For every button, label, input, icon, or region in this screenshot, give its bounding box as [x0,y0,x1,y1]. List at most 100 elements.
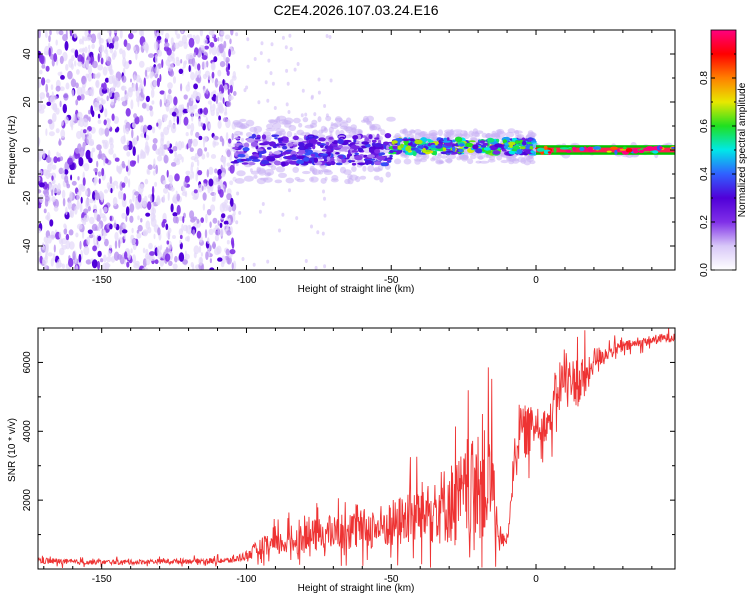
heat-cell [232,146,239,150]
heat-cell [123,233,126,240]
heat-cell [64,116,69,125]
heat-cell [232,71,236,79]
heat-cell [235,122,243,128]
heat-cell [53,206,59,212]
heat-cell [112,153,117,159]
heat-cell [392,145,398,150]
heat-cell [159,99,162,108]
heat-cell [97,250,102,258]
heat-cell [279,143,287,146]
heat-cell [68,241,75,250]
heat-cell [185,224,188,234]
heat-cell [214,234,219,242]
heat-cell [170,181,173,187]
heat-cell [403,158,412,165]
heat-cell [196,218,200,224]
heat-cell [185,132,189,137]
heat-cell [186,33,193,38]
heat-cell [273,150,282,155]
heat-cell [171,111,177,117]
heat-cell [274,143,280,147]
heat-cell [188,37,195,48]
heat-cell [93,209,98,220]
heat-cell [233,91,237,96]
heat-cell [277,137,284,142]
heat-cell [102,262,108,270]
heat-cell [347,173,353,180]
heat-cell [273,106,277,110]
heat-cell [553,147,557,153]
heat-cell [180,104,184,109]
heat-cell [229,164,235,174]
heat-cell [38,194,44,203]
heat-cell [264,80,268,85]
heat-cell [273,160,282,166]
heat-cell [198,256,204,266]
heat-cell [82,177,86,186]
heat-cell [235,220,239,225]
heat-cell [131,128,134,139]
heat-cell [56,48,62,56]
heat-cell [185,53,191,61]
heat-cell [217,168,222,177]
colorbar-tick-label: 0.6 [699,119,710,133]
heat-cell [217,69,222,77]
heat-cell [565,149,572,153]
heat-cell [198,118,202,127]
heat-cell [187,138,192,149]
heat-cell [52,112,57,123]
heat-cell [519,146,526,150]
heat-cell [226,205,233,212]
heat-cell [508,160,515,165]
heat-cell [136,135,139,142]
heat-cell [57,182,61,192]
heat-cell [185,84,191,92]
heat-cell [330,160,336,166]
heat-cell [102,229,106,236]
heat-cell [256,148,264,152]
heat-cell [328,137,334,140]
heat-cell [212,175,218,186]
heat-cell [214,224,219,231]
heat-cell [250,170,260,175]
heat-cell [92,60,98,69]
heat-cell [229,38,232,45]
snr-xtick-label: -50 [384,574,399,585]
heat-cell [74,205,78,215]
heat-cell [210,102,212,113]
heat-cell [49,30,52,36]
heat-cell [183,60,186,69]
heat-cell [206,209,212,216]
heat-cell [407,151,414,156]
heat-cell [271,81,275,86]
heat-cell [95,79,100,89]
heat-cell [218,174,222,180]
heat-cell [146,103,150,112]
heat-cell [516,149,523,155]
heat-cell [224,199,229,205]
heat-cell [267,156,276,162]
heat-cell [126,43,131,51]
heat-cell [125,206,130,216]
heat-cell [51,189,54,197]
heat-cell [90,126,96,134]
heat-cell [113,222,117,229]
heat-cell [180,83,183,92]
heat-cell [230,237,235,247]
heat-cell [144,178,149,185]
heat-cell [234,137,241,140]
heat-cell [301,88,305,93]
heat-cell [113,35,119,43]
heat-cell [410,129,416,133]
heat-cell [316,141,322,145]
heat-cell [165,102,170,112]
heat-cell [39,81,42,88]
heat-cell [270,42,274,47]
heat-cell [483,147,491,151]
heat-cell [150,71,155,78]
heat-cell [166,240,170,245]
heat-cell [276,116,281,124]
heat-cell [176,193,181,202]
heat-cell [352,135,359,140]
heat-cell [579,146,585,151]
